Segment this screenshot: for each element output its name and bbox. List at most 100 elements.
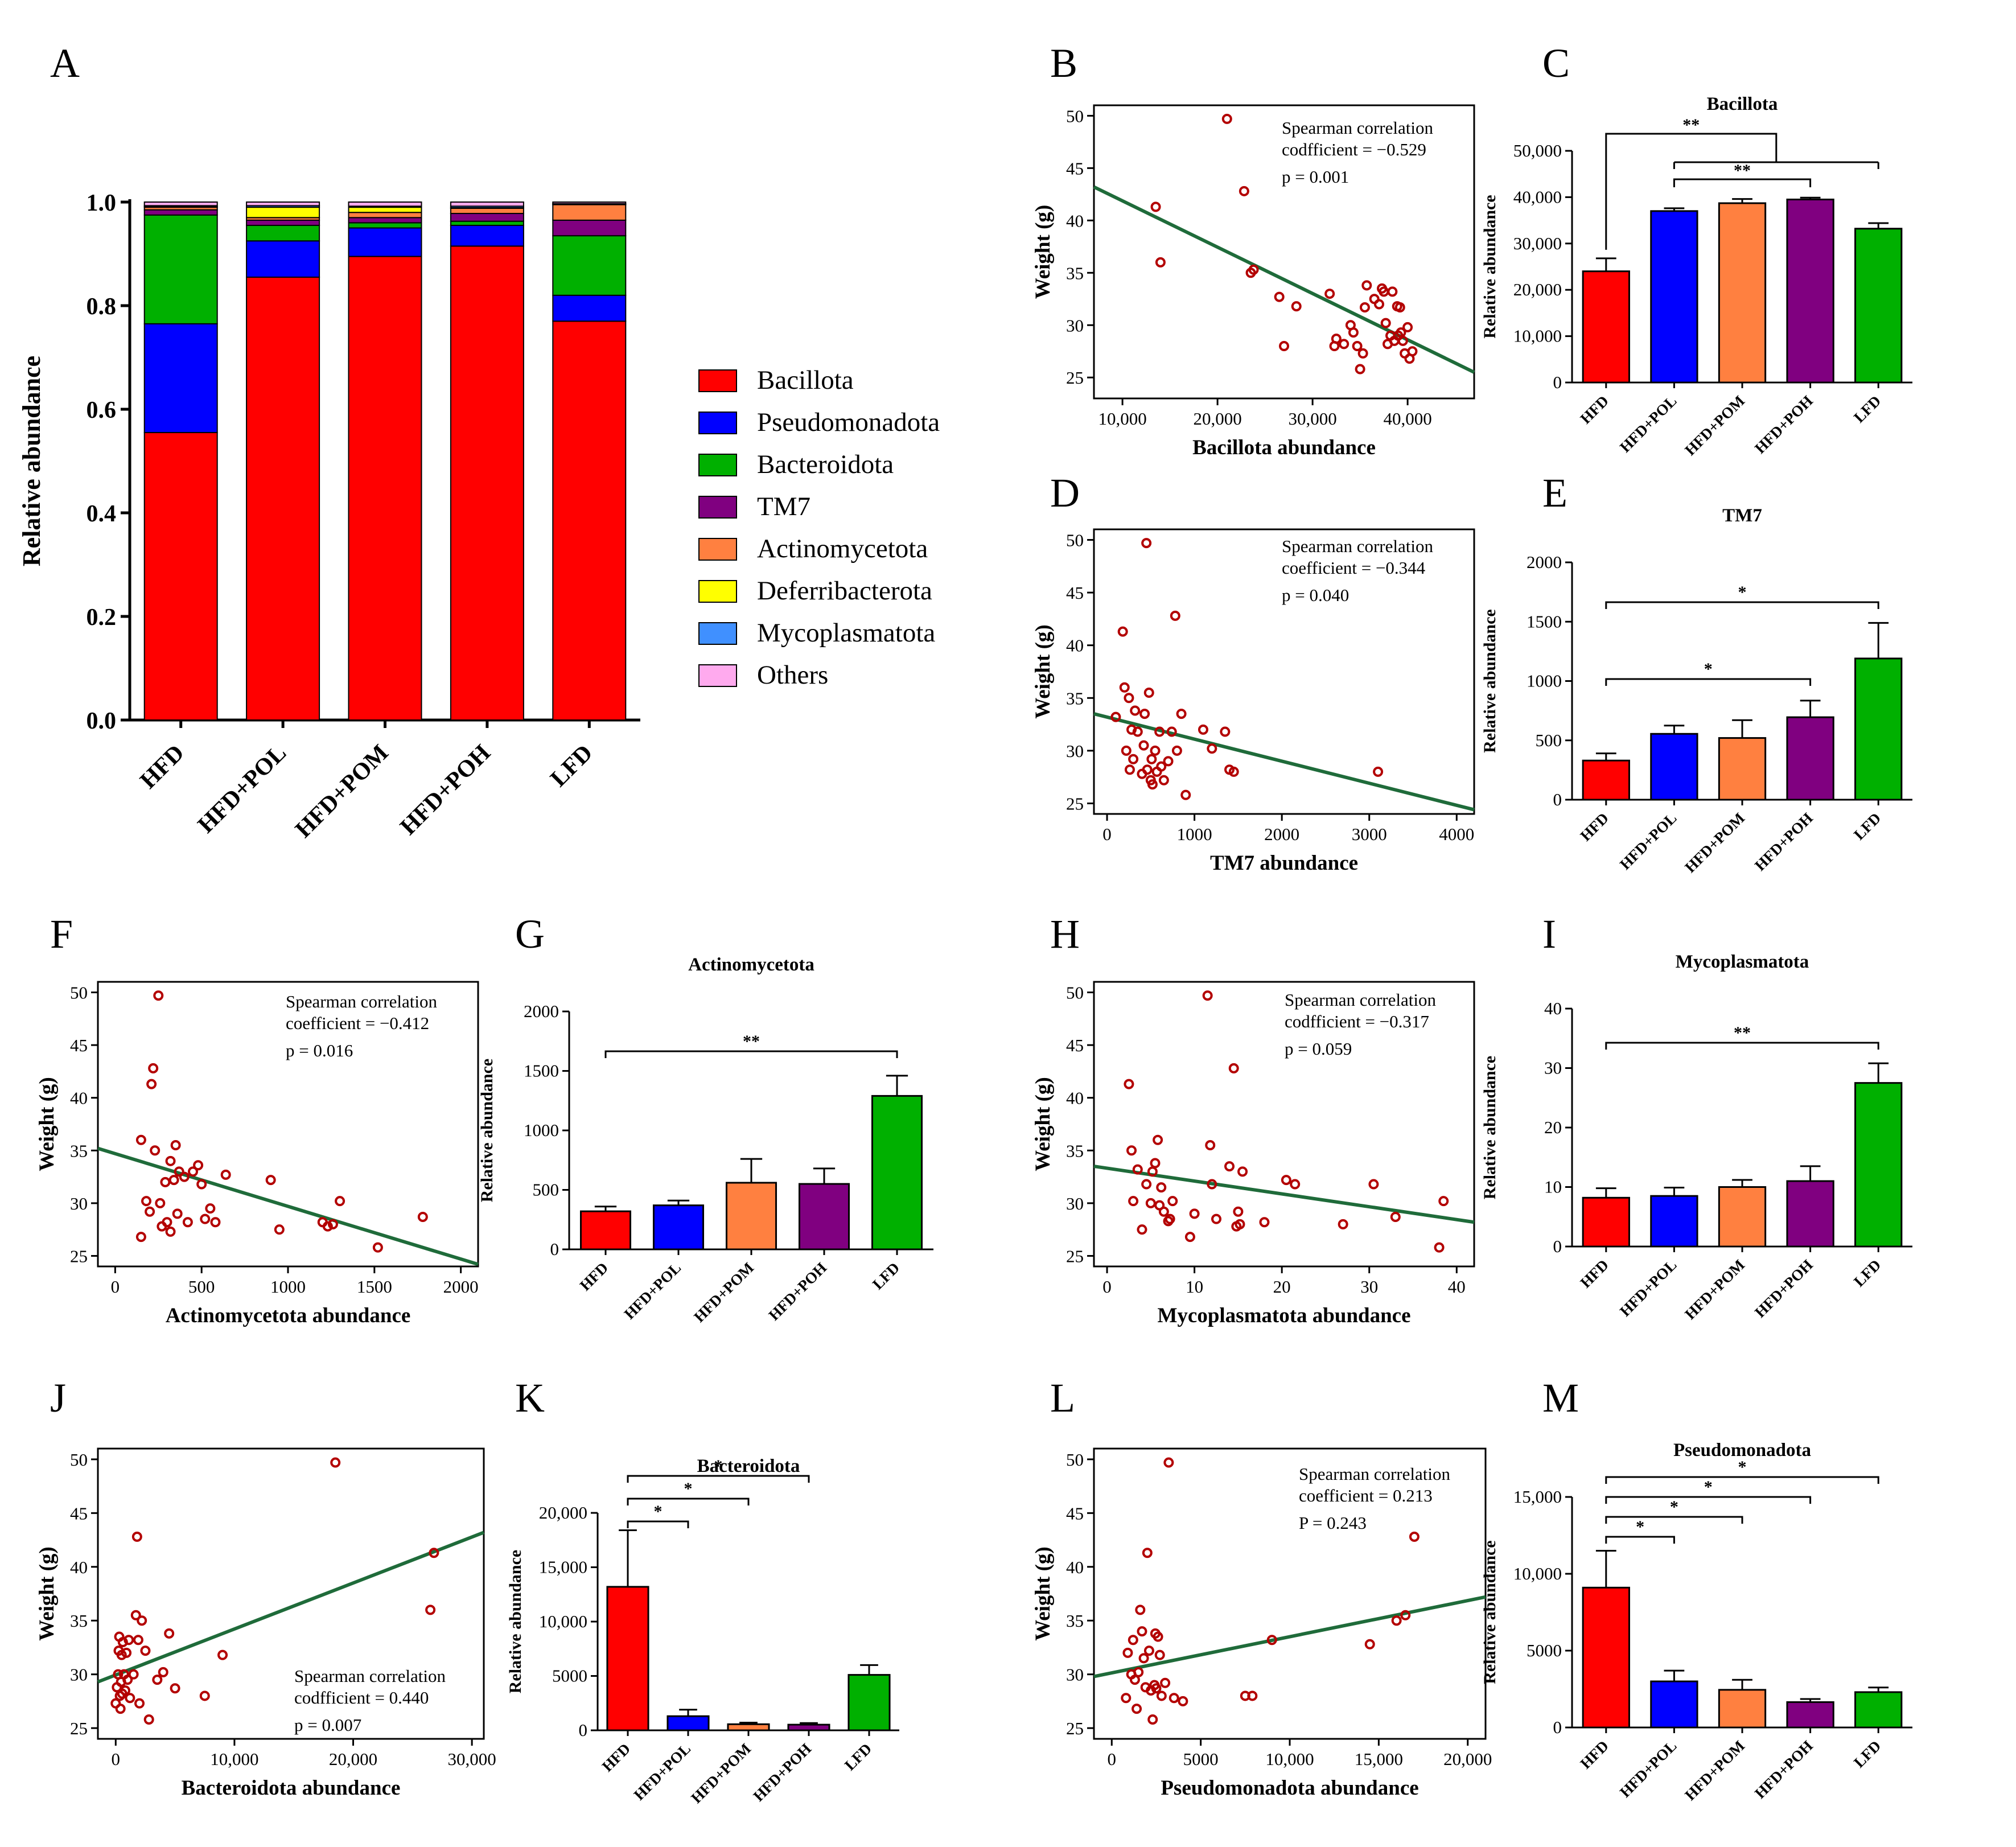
legend-swatch-Bacillota [698,369,737,392]
M-chart-title: Pseudomonadota [1673,1440,1811,1461]
F-x-tick-label: 2000 [443,1277,479,1297]
G-significance-bracket [604,1050,898,1058]
B-annotation-line: codfficient = −0.529 [1282,139,1426,159]
D-x-tick-label: 0 [1102,824,1112,844]
D-data-point [1128,754,1139,764]
A-bar-segment-Bacteroidota [450,220,524,226]
D-x-tick-label: 2000 [1264,824,1299,844]
M-y-tick-label: 0 [1553,1717,1562,1737]
J-y-tick-label: 25 [70,1718,88,1738]
L-data-point [1121,1693,1132,1704]
C-y-tick-label: 0 [1553,372,1562,392]
F-y-tick-label: 45 [70,1035,88,1055]
E-y-tick-label: 0 [1553,789,1562,809]
E-significance-bracket [1605,601,1879,609]
F-data-point [162,1217,172,1228]
F-data-point [155,1198,166,1208]
H-data-point [1145,1198,1156,1208]
C-significance-label: ** [1734,161,1751,180]
B-data-point [1359,302,1370,312]
legend-swatch-Actinomycetota [698,538,737,561]
D-y-tick-label: 40 [1066,636,1084,656]
A-bar-segment-TM7 [143,209,218,216]
B-data-point [1348,327,1359,338]
A-y-tick-label: 0.4 [87,501,117,527]
H-y-axis-label: Weight (g) [1031,1077,1055,1171]
B-annotation-line: Spearman correlation [1282,118,1433,138]
H-y-tick-label: 40 [1066,1088,1084,1108]
B-data-point [1357,348,1368,359]
H-annotation-line: Spearman correlation [1285,990,1436,1010]
H-data-point [1237,1166,1248,1177]
A-bar-segment-Pseudomonadota [246,240,320,278]
L-annotation-line: coefficient = 0.213 [1299,1486,1433,1505]
D-data-point [1132,726,1143,737]
C-x-tick-label: HFD+POM [1681,392,1748,459]
B-y-tick-label: 40 [1066,211,1084,231]
J-data-point [115,1704,126,1714]
H-annotation-line: codfficient = −0.317 [1285,1011,1429,1031]
D-data-point [1138,740,1149,751]
B-data-point [1324,289,1335,299]
I-y-axis-label: Relative abundance [1480,1056,1499,1200]
I-significance-bracket [1605,1042,1879,1050]
J-data-point [140,1646,151,1656]
A-bar-segment-Others [143,201,218,207]
F-data-point [205,1203,216,1214]
A-bar-segment-Deferribacterota [246,207,320,219]
M-significance-bracket [1605,1496,1812,1504]
I-y-tick-label: 10 [1544,1177,1562,1197]
L-y-axis-label: Weight (g) [1031,1546,1055,1640]
J-data-point [152,1675,163,1685]
K-y-tick-label: 20,000 [539,1503,587,1523]
C-chart-title: Bacillota [1707,94,1778,114]
D-data-point [1141,538,1152,549]
K-bar-LFD [847,1674,891,1731]
L-y-tick-label: 40 [1066,1557,1084,1577]
H-x-axis-label: Mycoplasmatota abundance [1157,1304,1410,1327]
B-x-tick-label: 10,000 [1098,409,1146,429]
L-data-point [1142,1548,1153,1558]
I-bar-HFD [1582,1196,1630,1248]
K-x-tick-label: HFD+POM [688,1740,754,1807]
B-data-point [1407,346,1418,357]
H-y-tick-label: 25 [1066,1246,1084,1266]
A-bar-segment-Actinomycetota [348,212,422,219]
G-x-tick-label: HFD [577,1259,612,1294]
E-bar-HFD [1582,759,1630,801]
M-bar-HFD+POH [1786,1701,1834,1729]
D-data-point [1170,610,1180,621]
F-data-point [417,1211,428,1222]
C-bar-HFD+POL [1650,210,1698,384]
H-y-tick-label: 45 [1066,1035,1084,1055]
E-bar-HFD+POM [1718,737,1767,801]
K-chart-title: Bacteroidota [697,1456,800,1476]
panel-D-scatter-plot: 25 30 35 40 45 50 0 1000 2000 3000 4000 TM7 abundan… [1031,528,1475,875]
A-y-tick-label: 1.0 [87,190,117,216]
J-x-tick-label: 0 [112,1749,121,1769]
D-y-tick-label: 45 [1066,583,1084,603]
H-data-point [1281,1175,1291,1186]
G-y-tick-label: 1500 [524,1061,559,1081]
J-data-point [199,1690,210,1701]
I-bar-HFD+POL [1650,1195,1698,1248]
H-x-tick-label: 0 [1102,1277,1112,1297]
B-data-point [1155,257,1166,268]
H-data-point [1141,1179,1152,1190]
F-data-point [160,1177,171,1187]
H-data-point [1224,1161,1235,1172]
J-data-point [120,1685,130,1696]
D-data-point [1124,693,1134,704]
K-x-tick-label: HFD+POH [750,1740,814,1805]
C-x-tick-label: HFD+POH [1751,392,1816,457]
M-significance-bracket [1605,1476,1879,1484]
B-data-point [1355,364,1365,375]
L-data-point [1151,1683,1162,1694]
H-data-point [1205,1140,1216,1151]
legend-label-Bacteroidota: Bacteroidota [757,450,894,479]
A-bar-segment-Pseudomonadota [450,224,524,247]
F-data-point [210,1217,221,1228]
